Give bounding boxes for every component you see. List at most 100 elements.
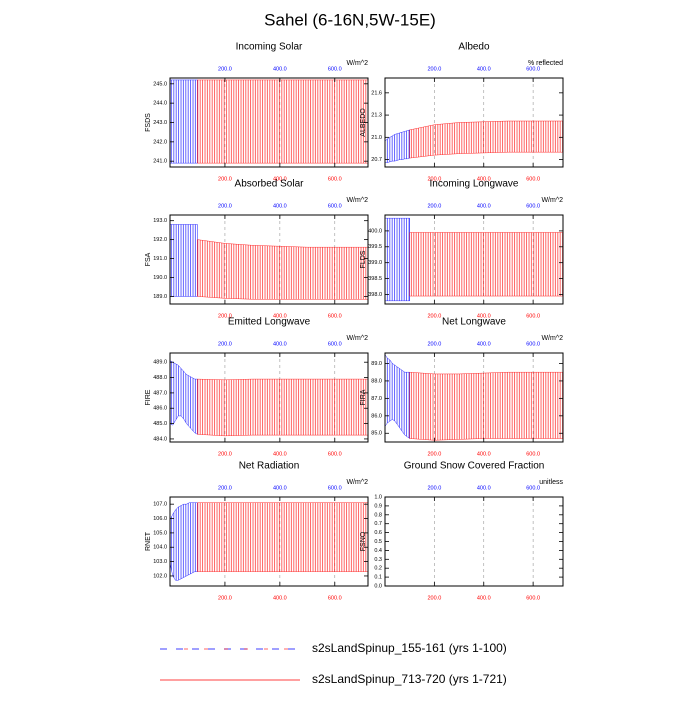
y-axis-label: FSNO: [360, 531, 367, 551]
y-tick-label: 0.4: [374, 548, 382, 554]
y-tick-label: 191.0: [153, 256, 167, 262]
y-tick-label: 87.0: [371, 396, 382, 402]
x2-tick-label: 600.0: [328, 485, 342, 491]
units-label: W/m^2: [541, 335, 563, 342]
y-axis-label: RNET: [145, 531, 152, 551]
y-tick-label: 0.3: [374, 557, 382, 563]
x2-tick-label: 200.0: [427, 341, 441, 347]
x2-tick-label: 400.0: [477, 66, 491, 72]
legend: s2sLandSpinup_155-161 (yrs 1-100) s2sLand…: [160, 641, 507, 686]
units-label: % reflected: [528, 60, 563, 67]
panel-title: Net Radiation: [239, 461, 300, 472]
y-tick-label: 398.0: [368, 292, 382, 298]
x-tick-label: 600.0: [526, 313, 540, 319]
x2-tick-label: 400.0: [477, 485, 491, 491]
y-tick-label: 488.0: [153, 375, 167, 381]
x2-tick-label: 400.0: [273, 66, 287, 72]
x2-tick-label: 600.0: [328, 66, 342, 72]
y-tick-label: 241.0: [153, 159, 167, 165]
x2-tick-label: 200.0: [218, 485, 232, 491]
units-label: unitless: [539, 479, 563, 486]
x-tick-label: 200.0: [218, 595, 232, 601]
plot-frame: [384, 77, 564, 168]
x2-tick-label: 600.0: [328, 203, 342, 209]
x-tick-label: 200.0: [218, 451, 232, 457]
y-tick-label: 398.5: [368, 276, 382, 282]
units-label: W/m^2: [346, 197, 368, 204]
x-tick-label: 600.0: [328, 595, 342, 601]
x2-tick-label: 400.0: [477, 203, 491, 209]
series-band: [409, 371, 564, 441]
y-tick-label: 1.0: [374, 494, 382, 500]
legend-label: s2sLandSpinup_713-720 (yrs 1-721): [312, 672, 507, 686]
x2-tick-label: 400.0: [273, 341, 287, 347]
x-tick-label: 200.0: [218, 313, 232, 319]
y-axis-label: FSA: [145, 252, 152, 266]
y-tick-label: 489.0: [153, 360, 167, 366]
y-tick-label: 400.0: [368, 228, 382, 234]
y-tick-label: 0.0: [374, 583, 382, 589]
y-axis-label: FSDS: [145, 113, 152, 132]
series-band: [409, 232, 564, 297]
series-band: [197, 79, 369, 164]
series-band: [197, 239, 369, 300]
x-tick-label: 400.0: [273, 451, 287, 457]
y-tick-label: 21.3: [371, 113, 382, 119]
units-label: W/m^2: [346, 60, 368, 67]
panel-title: Net Longwave: [442, 317, 506, 328]
units-label: W/m^2: [541, 197, 563, 204]
series-band: [197, 378, 369, 437]
y-tick-label: 245.0: [153, 81, 167, 87]
series-band: [169, 224, 198, 297]
plot-frame: [169, 496, 369, 587]
y-tick-label: 190.0: [153, 275, 167, 281]
series-band: [409, 120, 564, 159]
y-tick-label: 242.0: [153, 139, 167, 145]
x-tick-label: 600.0: [328, 176, 342, 182]
series-band: [169, 502, 198, 581]
series-band: [169, 79, 198, 164]
x2-tick-label: 200.0: [427, 485, 441, 491]
y-tick-label: 0.1: [374, 575, 382, 581]
y-tick-label: 107.0: [153, 502, 167, 508]
x2-tick-label: 400.0: [477, 341, 491, 347]
x2-tick-label: 200.0: [427, 203, 441, 209]
y-axis-label: FIRA: [360, 389, 367, 405]
x-tick-label: 600.0: [526, 176, 540, 182]
x-tick-label: 600.0: [328, 313, 342, 319]
y-tick-label: 85.0: [371, 431, 382, 437]
y-tick-label: 0.9: [374, 503, 382, 509]
x-tick-label: 400.0: [273, 595, 287, 601]
y-tick-label: 244.0: [153, 101, 167, 107]
y-tick-label: 399.5: [368, 244, 382, 250]
x2-tick-label: 400.0: [273, 485, 287, 491]
x-tick-label: 600.0: [526, 595, 540, 601]
x-tick-label: 400.0: [273, 176, 287, 182]
series-band: [384, 129, 410, 163]
panel-title: Incoming Longwave: [430, 179, 519, 190]
x-tick-label: 400.0: [477, 176, 491, 182]
x2-tick-label: 600.0: [328, 341, 342, 347]
panel-title: Absorbed Solar: [235, 179, 305, 190]
y-tick-label: 0.7: [374, 521, 382, 527]
y-tick-label: 484.0: [153, 436, 167, 442]
y-tick-label: 243.0: [153, 120, 167, 126]
units-label: W/m^2: [346, 335, 368, 342]
y-tick-label: 86.0: [371, 413, 382, 419]
y-tick-label: 399.0: [368, 260, 382, 266]
y-tick-label: 193.0: [153, 218, 167, 224]
legend-label: s2sLandSpinup_155-161 (yrs 1-100): [312, 641, 507, 655]
y-tick-label: 192.0: [153, 237, 167, 243]
y-tick-label: 21.6: [371, 90, 382, 96]
x-tick-label: 400.0: [477, 313, 491, 319]
plot-frame: [384, 214, 564, 305]
y-tick-label: 0.6: [374, 530, 382, 536]
y-tick-label: 103.0: [153, 559, 167, 565]
x2-tick-label: 600.0: [526, 203, 540, 209]
x2-tick-label: 600.0: [526, 66, 540, 72]
x2-tick-label: 200.0: [427, 66, 441, 72]
y-tick-label: 0.5: [374, 539, 382, 545]
y-tick-label: 104.0: [153, 545, 167, 551]
x-tick-label: 200.0: [427, 451, 441, 457]
